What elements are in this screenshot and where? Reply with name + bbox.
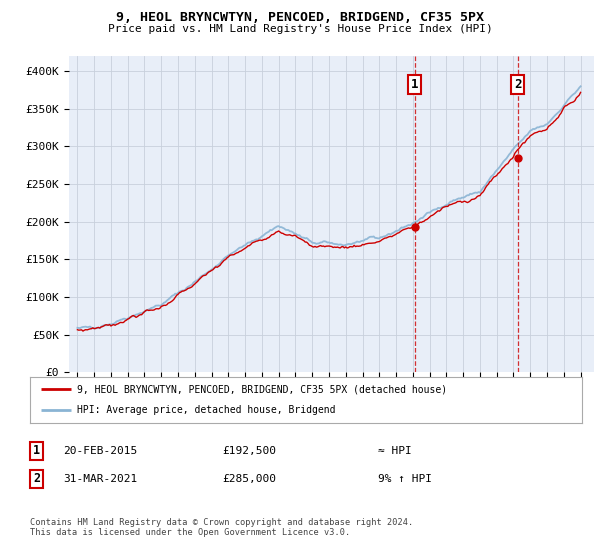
Text: 2: 2: [514, 78, 521, 91]
Text: Price paid vs. HM Land Registry's House Price Index (HPI): Price paid vs. HM Land Registry's House …: [107, 24, 493, 34]
Text: 9, HEOL BRYNCWTYN, PENCOED, BRIDGEND, CF35 5PX (detached house): 9, HEOL BRYNCWTYN, PENCOED, BRIDGEND, CF…: [77, 384, 447, 394]
Text: £192,500: £192,500: [222, 446, 276, 456]
Text: 2: 2: [33, 472, 40, 486]
Text: HPI: Average price, detached house, Bridgend: HPI: Average price, detached house, Brid…: [77, 405, 335, 416]
Text: £285,000: £285,000: [222, 474, 276, 484]
Text: 20-FEB-2015: 20-FEB-2015: [63, 446, 137, 456]
Text: 31-MAR-2021: 31-MAR-2021: [63, 474, 137, 484]
Text: Contains HM Land Registry data © Crown copyright and database right 2024.
This d: Contains HM Land Registry data © Crown c…: [30, 518, 413, 538]
Text: 9, HEOL BRYNCWTYN, PENCOED, BRIDGEND, CF35 5PX: 9, HEOL BRYNCWTYN, PENCOED, BRIDGEND, CF…: [116, 11, 484, 24]
Text: 1: 1: [411, 78, 419, 91]
Text: 1: 1: [33, 444, 40, 458]
Text: ≈ HPI: ≈ HPI: [378, 446, 412, 456]
Text: 9% ↑ HPI: 9% ↑ HPI: [378, 474, 432, 484]
